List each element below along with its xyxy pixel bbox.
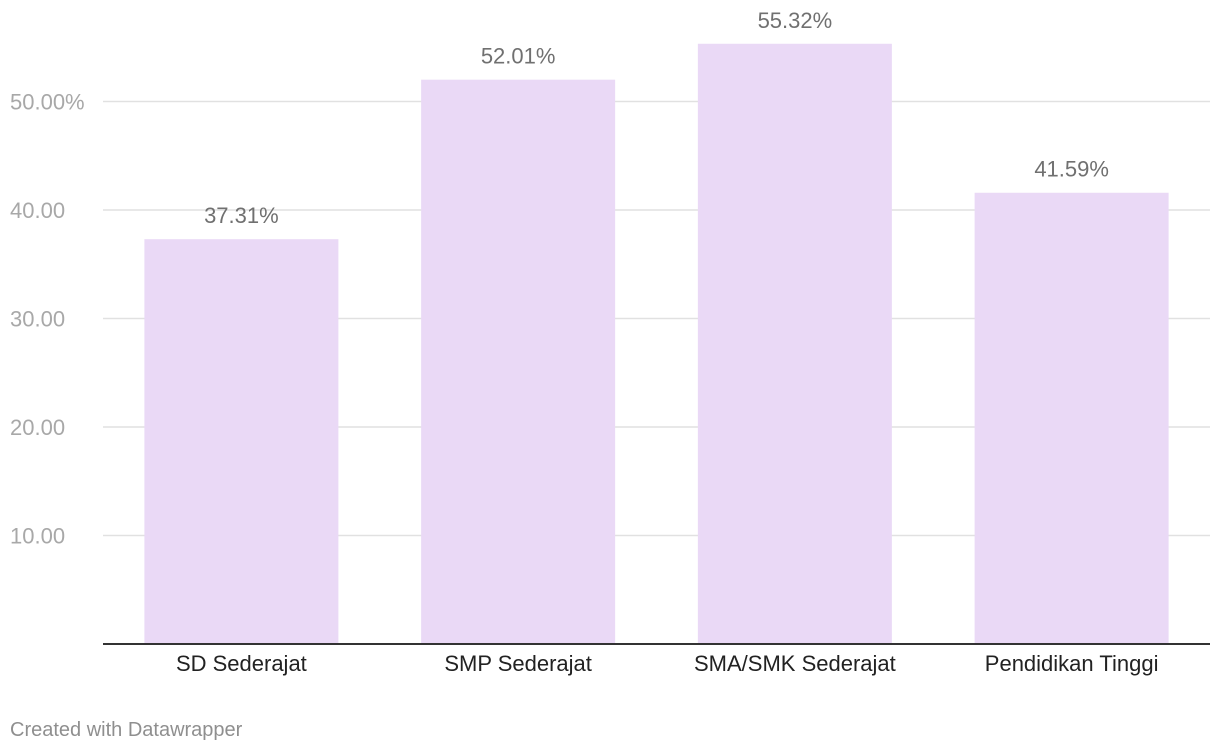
bar <box>697 43 892 644</box>
y-tick-label: 50.00% <box>10 90 85 115</box>
bar-value-labels: 37.31% 52.01% 55.32% 41.59% <box>204 8 1109 228</box>
bar <box>974 192 1169 644</box>
bar-value-label: 37.31% <box>204 203 279 228</box>
y-tick-label: 30.00 <box>10 307 65 332</box>
x-axis-tick-labels: SD Sederajat SMP Sederajat SMA/SMK Sederaj… <box>176 651 1159 676</box>
y-tick-label: 20.00 <box>10 415 65 440</box>
bar-value-label: 41.59% <box>1034 157 1109 182</box>
bar <box>144 239 339 644</box>
bar <box>421 79 616 644</box>
bar-value-label: 55.32% <box>758 8 833 33</box>
credit-text: Created with Datawrapper <box>10 719 243 741</box>
x-tick-label: SD Sederajat <box>176 651 307 676</box>
x-tick-label: SMA/SMK Sederajat <box>694 651 896 676</box>
y-tick-label: 40.00 <box>10 198 65 223</box>
x-tick-label: Pendidikan Tinggi <box>985 651 1159 676</box>
x-tick-label: SMP Sederajat <box>444 651 592 676</box>
bar-value-label: 52.01% <box>481 44 556 69</box>
y-axis-tick-labels: 10.00 20.00 30.00 40.00 50.00% <box>10 90 85 549</box>
y-tick-label: 10.00 <box>10 524 65 549</box>
bars <box>144 43 1169 644</box>
